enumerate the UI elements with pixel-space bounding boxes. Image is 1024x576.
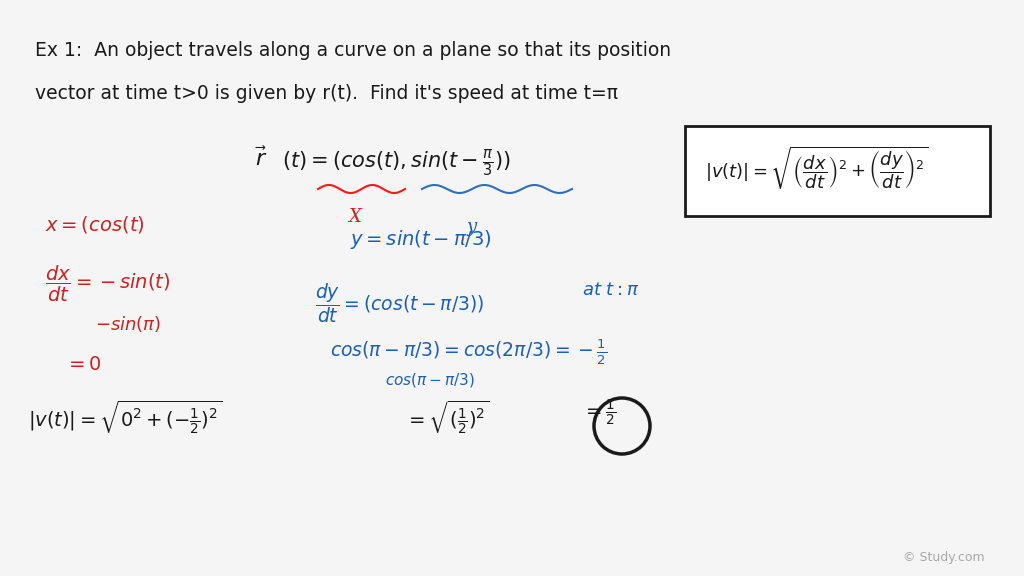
Text: $cos(\pi-\pi/3)=cos(2\pi/3)=-\frac{1}{2}$: $cos(\pi-\pi/3)=cos(2\pi/3)=-\frac{1}{2}… — [330, 338, 607, 367]
Text: $\dfrac{dy}{dt}=(cos(t-\pi/3))$: $\dfrac{dy}{dt}=(cos(t-\pi/3))$ — [315, 281, 484, 325]
Text: $=\frac{1}{2}$: $=\frac{1}{2}$ — [582, 398, 616, 428]
Text: $cos(\pi-\pi/3)$: $cos(\pi-\pi/3)$ — [385, 371, 475, 389]
Text: Ex 1:  An object travels along a curve on a plane so that its position: Ex 1: An object travels along a curve on… — [35, 41, 671, 60]
Bar — [685, 126, 990, 216]
Text: $|v(t)|=\sqrt{0^2+(-\frac{1}{2})^2}$: $|v(t)|=\sqrt{0^2+(-\frac{1}{2})^2}$ — [28, 398, 222, 435]
Text: X: X — [348, 208, 361, 226]
Text: vector at time t>0 is given by r(t).  Find it's speed at time t=π: vector at time t>0 is given by r(t). Fin… — [35, 84, 618, 103]
Text: $\dfrac{dx}{dt}=-sin(t)$: $\dfrac{dx}{dt}=-sin(t)$ — [45, 264, 170, 304]
Text: y: y — [467, 218, 477, 236]
Text: $at\ t:\pi$: $at\ t:\pi$ — [582, 281, 639, 299]
Text: $= 0$: $= 0$ — [65, 356, 102, 374]
Text: $\vec{r}$: $\vec{r}$ — [255, 148, 267, 171]
Text: $(t)=(cos(t),sin(t-\frac{\pi}{3}))$: $(t)=(cos(t),sin(t-\frac{\pi}{3}))$ — [282, 148, 511, 179]
Text: $=\sqrt{(\frac{1}{2})^2}$: $=\sqrt{(\frac{1}{2})^2}$ — [406, 398, 489, 435]
Text: $-sin(\pi)$: $-sin(\pi)$ — [95, 314, 161, 334]
Text: © Study.com: © Study.com — [903, 551, 985, 564]
Text: $x=(cos(t)$: $x=(cos(t)$ — [45, 214, 144, 235]
Text: $|v(t)|=\sqrt{\left(\dfrac{dx}{dt}\right)^2+\left(\dfrac{dy}{dt}\right)^2}$: $|v(t)|=\sqrt{\left(\dfrac{dx}{dt}\right… — [705, 145, 928, 191]
Text: $y=sin(t-\pi/3)$: $y=sin(t-\pi/3)$ — [350, 228, 492, 251]
